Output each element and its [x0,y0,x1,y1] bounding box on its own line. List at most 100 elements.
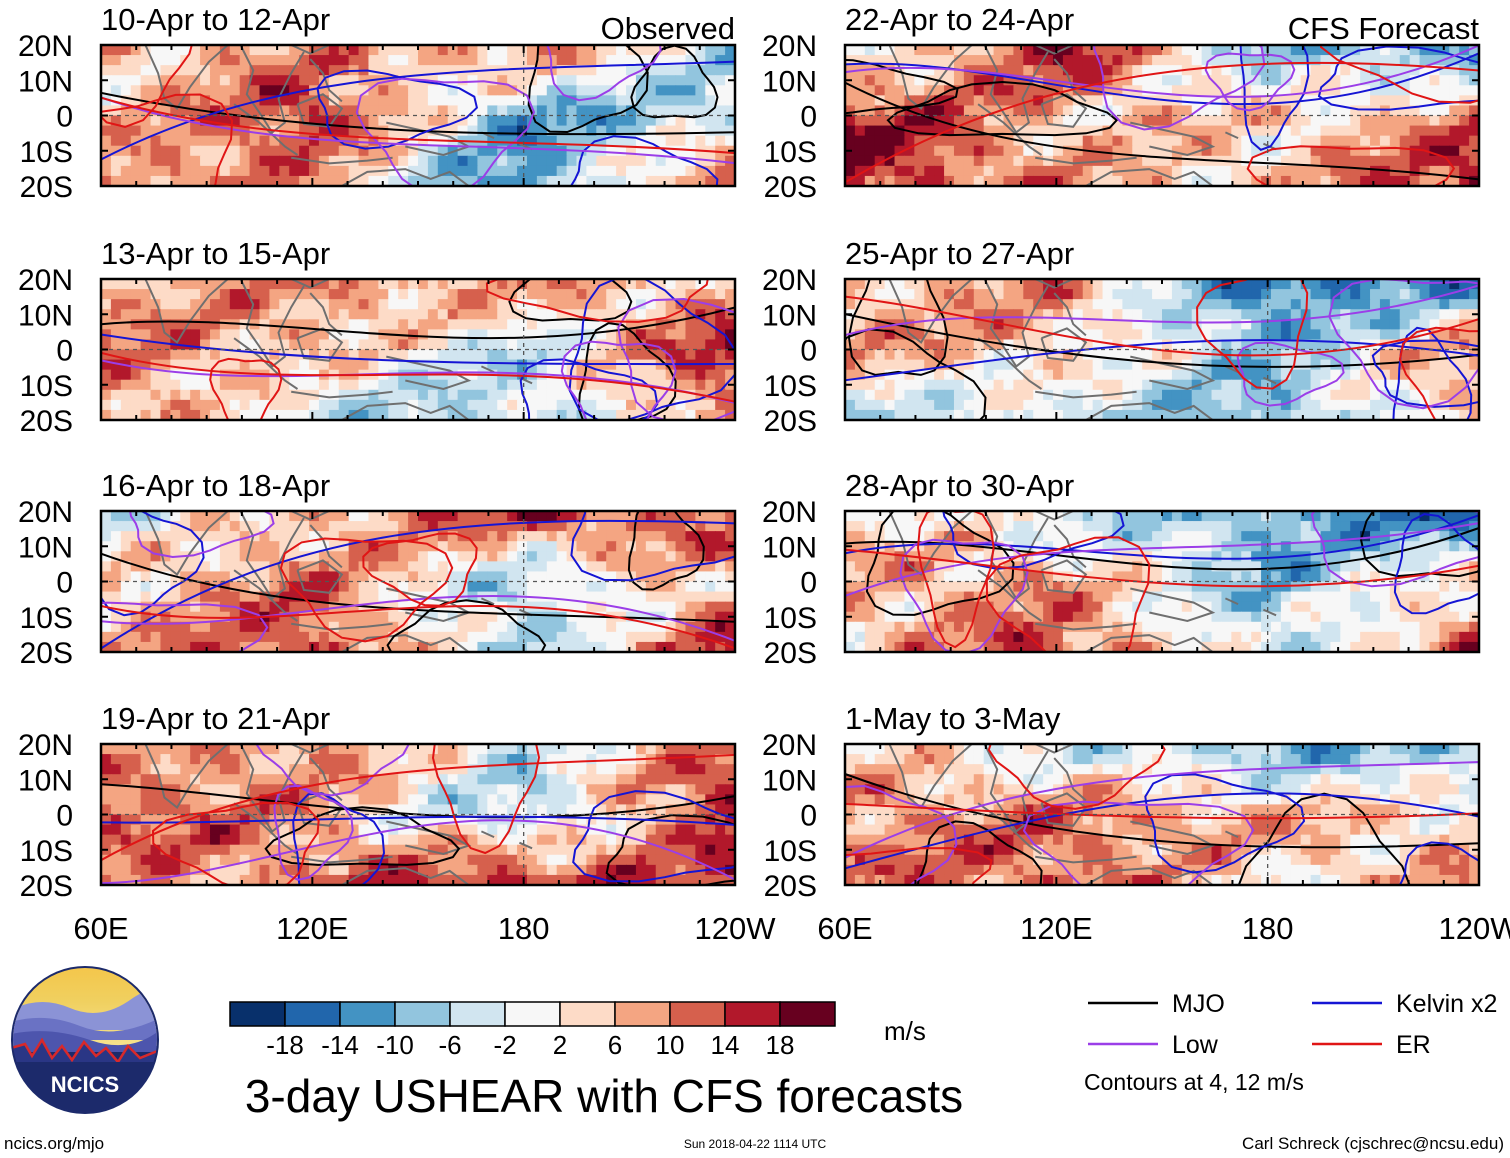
colorbar: -18 -14 -10 -6 -2 2 6 10 14 18 [229,1001,836,1060]
y-tick-label: 10S [20,602,73,635]
contour-line [1393,513,1479,615]
ncics-logo: NCICS [11,966,159,1114]
y-tick-label: 20S [20,171,73,204]
colorbar-tick-label: 6 [608,1030,622,1060]
contour-line [519,358,659,420]
contour-line [605,814,735,885]
legend-item-label: ER [1396,1031,1431,1059]
contour-line [1238,792,1411,885]
contour-line [101,359,735,404]
colorbar-swatch [504,1001,561,1027]
contour-line [1328,279,1479,410]
contour-line [1319,45,1479,104]
contour-line [568,279,735,420]
x-tick-label: 120W [1439,911,1510,946]
contour-line [987,744,1166,810]
panel-period-title: 22-Apr to 24-Apr [845,2,1074,37]
panel-ticks [100,743,736,886]
colorbar-swatch [229,1001,286,1027]
contour-line [1093,45,1266,131]
y-tick-label: 10N [18,299,73,332]
y-tick-label: 10S [20,370,73,403]
panel-ticks [100,278,736,421]
contour-line [845,328,987,420]
colorbar-units-label: m/s [884,1016,926,1046]
y-tick-label: 20S [764,637,817,670]
panel-ticks [844,510,1480,653]
panel-period-title: 10-Apr to 12-Apr [101,2,330,37]
y-tick-label: 10S [764,136,817,169]
y-tick-label: 10N [18,531,73,564]
panel-period-title: 16-Apr to 18-Apr [101,468,330,503]
colorbar-tick-label: 2 [553,1030,567,1060]
y-tick-label: 20N [762,264,817,297]
y-tick-label: 0 [56,567,73,600]
y-tick-label: 0 [56,335,73,368]
x-axis-right: 60E 120E 180 120W [817,911,1510,946]
shear-field [101,744,735,885]
contour-line [1246,145,1456,186]
contour-line [101,753,735,862]
y-tick-label: 20S [764,171,817,204]
contour-line [847,279,949,376]
legend-item-label: Kelvin x2 [1396,990,1497,1018]
y-tick-label: 20N [762,30,817,63]
panel-period-title: 19-Apr to 21-Apr [101,701,330,736]
contour-line [845,773,1479,849]
colorbar-tick-label: -10 [376,1030,414,1060]
y-tick-label: 0 [800,567,817,600]
contour-line [101,306,735,340]
colorbar-swatch [559,1001,616,1027]
contour-note: Contours at 4, 12 m/s [1084,1069,1304,1095]
footer-url[interactable]: ncics.org/mjo [4,1134,104,1153]
contour-line [1196,279,1309,390]
y-tick-label: 20S [20,870,73,903]
panel-source-header: Observed [601,11,735,46]
y-tick-label: 20S [20,405,73,438]
contour-line [101,351,735,403]
contour-line [1236,341,1345,407]
contour-line [362,532,478,607]
contour-line [845,52,1479,106]
contour-line [845,792,1479,870]
colorbar-tick-label: 14 [711,1030,740,1060]
colorbar-tick-label: 18 [766,1030,795,1060]
coastline [888,744,1277,885]
contour-line [101,601,269,652]
contour-line [845,514,1479,560]
panel-ticks [100,510,736,653]
y-tick-label: 20N [18,264,73,297]
contour-line [865,511,1015,616]
contour-line [101,595,735,642]
contour-line [546,45,662,102]
contour-line [1239,45,1310,151]
contour-line [292,792,386,885]
contour-line [845,59,959,115]
contour-line [845,847,993,885]
contour-line [845,548,1479,588]
y-tick-label: 0 [800,800,817,833]
contour-line [560,340,677,420]
colorbar-swatch [669,1001,726,1027]
contour-line [101,96,735,165]
contour-line [627,511,705,591]
contour-line [1398,326,1479,420]
contour-line [1022,800,1255,885]
contour-line [845,81,1479,181]
contour-line [431,744,541,855]
shear-field [101,45,735,186]
coastline [144,511,533,652]
x-tick-label: 180 [498,911,550,946]
contour-line [255,744,410,797]
contour-line [101,60,735,161]
y-tick-label: 20N [762,496,817,529]
y-tick-label: 10N [18,764,73,797]
x-tick-label: 120E [276,911,348,946]
footer-credit: Carl Schreck (cjschrec@ncsu.edu) [1242,1134,1504,1153]
